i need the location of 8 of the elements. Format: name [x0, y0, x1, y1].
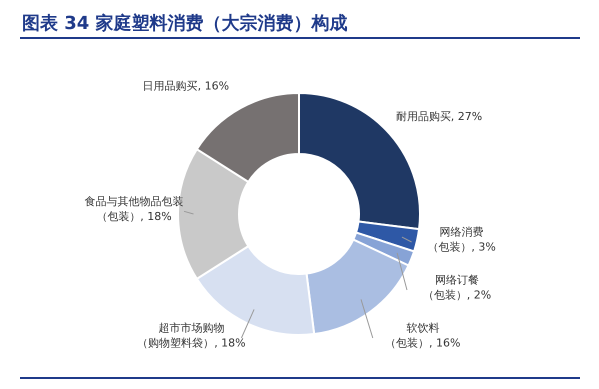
slice-label: 超市市场购物（购物塑料袋）, 18% — [137, 322, 246, 350]
slice-label: 软饮料（包装）, 16% — [385, 322, 461, 350]
slice-label: 网络消费（包装）, 3% — [427, 226, 496, 254]
slice-label: 日用品购买, 16% — [142, 80, 230, 93]
slice-label: 网络订餐（包装）, 2% — [422, 274, 492, 302]
chart-title: 图表 34 家庭塑料消费（大宗消费）构成 — [22, 13, 348, 34]
slice-label: 食品与其他物品包装（包装）, 18% — [84, 194, 184, 223]
slice-label: 耐用品购买, 27% — [396, 110, 482, 123]
